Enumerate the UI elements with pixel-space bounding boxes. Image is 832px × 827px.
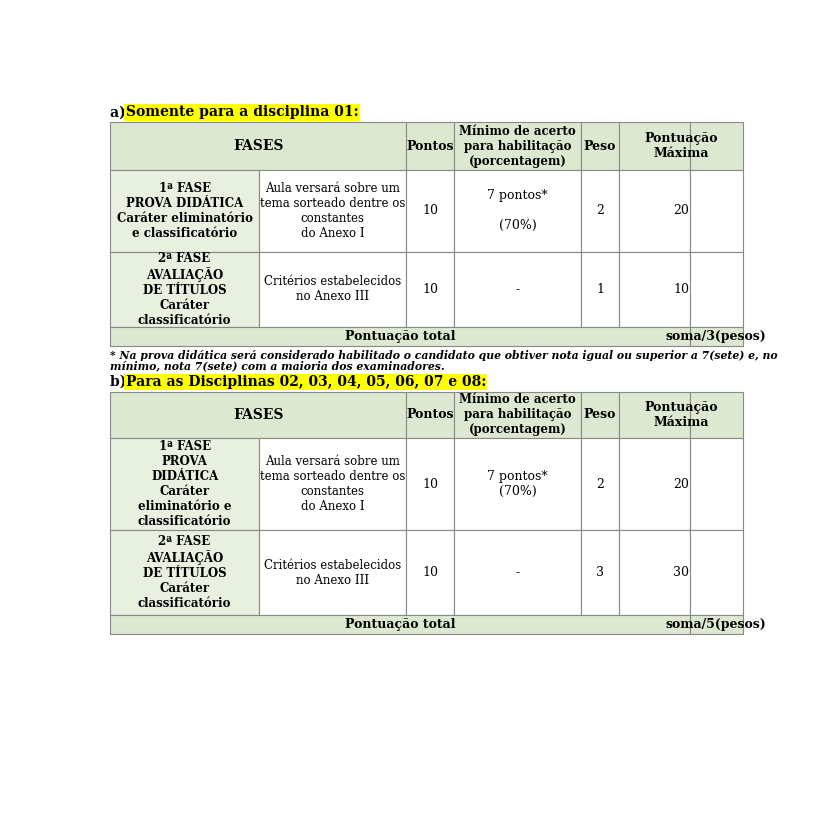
- Text: FASES: FASES: [233, 408, 284, 422]
- Text: 20: 20: [673, 204, 689, 218]
- Bar: [406, 251, 454, 327]
- Text: 1: 1: [596, 283, 604, 296]
- Text: Critérios estabelecidos
no Anexo III: Critérios estabelecidos no Anexo III: [264, 559, 401, 587]
- Text: Para as Disciplinas 02, 03, 04, 05, 06, 07 e 08:: Para as Disciplinas 02, 03, 04, 05, 06, …: [126, 375, 486, 389]
- Text: a): a): [110, 105, 131, 119]
- Bar: [690, 438, 743, 530]
- Bar: [690, 392, 743, 438]
- Bar: [581, 122, 619, 170]
- Bar: [690, 327, 743, 346]
- Bar: [406, 438, 454, 530]
- Bar: [690, 251, 743, 327]
- Bar: [581, 530, 619, 615]
- Text: Peso: Peso: [584, 409, 617, 422]
- Bar: [406, 122, 454, 170]
- Text: 10: 10: [423, 283, 438, 296]
- Text: Aula versará sobre um
tema sorteado dentre os
constantes
do Anexo I: Aula versará sobre um tema sorteado dent…: [260, 182, 405, 240]
- Text: Pontos: Pontos: [407, 140, 454, 153]
- Text: 1ª FASE
PROVA DIDÁTICA
Caráter eliminatório
e classificatório: 1ª FASE PROVA DIDÁTICA Caráter eliminató…: [116, 182, 253, 240]
- Bar: [581, 170, 619, 251]
- Text: -: -: [515, 283, 519, 296]
- Bar: [581, 251, 619, 327]
- Text: Mínimo de acerto
para habilitação
(porcentagem): Mínimo de acerto para habilitação (porce…: [459, 125, 576, 168]
- Text: 30: 30: [673, 566, 689, 579]
- Bar: [406, 392, 454, 438]
- Bar: [581, 392, 619, 438]
- Text: 7 pontos*

(70%): 7 pontos* (70%): [488, 189, 547, 232]
- Text: Pontuação total: Pontuação total: [344, 330, 455, 343]
- Text: 7 pontos*
(70%): 7 pontos* (70%): [488, 471, 547, 498]
- Bar: [619, 122, 690, 170]
- Bar: [259, 438, 406, 530]
- Text: 1ª FASE
PROVA
DIDÁTICA
Caráter
eliminatório e
classificatório: 1ª FASE PROVA DIDÁTICA Caráter eliminató…: [138, 440, 231, 528]
- Bar: [406, 170, 454, 251]
- Bar: [690, 170, 743, 251]
- Bar: [110, 438, 259, 530]
- Bar: [619, 170, 690, 251]
- Bar: [454, 438, 581, 530]
- Text: 2ª FASE
AVALIAÇÃO
DE TÍTULOS
Caráter
classificatório: 2ª FASE AVALIAÇÃO DE TÍTULOS Caráter cla…: [138, 535, 231, 610]
- Bar: [110, 615, 690, 633]
- Text: Pontuação
Máxima: Pontuação Máxima: [644, 132, 718, 160]
- Text: Mínimo de acerto
para habilitação
(porcentagem): Mínimo de acerto para habilitação (porce…: [459, 394, 576, 437]
- Text: Pontuação total: Pontuação total: [344, 618, 455, 631]
- Text: soma/3(pesos): soma/3(pesos): [666, 330, 766, 343]
- Text: -: -: [515, 566, 519, 579]
- Text: 2: 2: [596, 478, 604, 490]
- Text: 2ª FASE
AVALIAÇÃO
DE TÍTULOS
Caráter
classificatório: 2ª FASE AVALIAÇÃO DE TÍTULOS Caráter cla…: [138, 251, 231, 327]
- Bar: [259, 251, 406, 327]
- Bar: [110, 392, 406, 438]
- Text: 20: 20: [673, 478, 689, 490]
- Text: FASES: FASES: [233, 139, 284, 153]
- Text: Somente para a disciplina 01:: Somente para a disciplina 01:: [126, 105, 359, 119]
- Bar: [454, 392, 581, 438]
- Bar: [259, 530, 406, 615]
- Text: 10: 10: [673, 283, 689, 296]
- Bar: [259, 170, 406, 251]
- Bar: [110, 251, 259, 327]
- Text: 10: 10: [423, 204, 438, 218]
- Text: Pontos: Pontos: [407, 409, 454, 422]
- Bar: [690, 122, 743, 170]
- Bar: [454, 170, 581, 251]
- Text: 10: 10: [423, 566, 438, 579]
- Text: b): b): [110, 375, 131, 389]
- Text: mínimo, nota 7(sete) com a maioria dos examinadores.: mínimo, nota 7(sete) com a maioria dos e…: [110, 361, 445, 371]
- Bar: [454, 251, 581, 327]
- Text: * Na prova didática será considerado habilitado o candidato que obtiver nota igu: * Na prova didática será considerado hab…: [110, 351, 778, 361]
- Bar: [619, 251, 690, 327]
- Bar: [619, 438, 690, 530]
- Text: 2: 2: [596, 204, 604, 218]
- Bar: [619, 392, 690, 438]
- Bar: [454, 122, 581, 170]
- Bar: [581, 438, 619, 530]
- Text: Critérios estabelecidos
no Anexo III: Critérios estabelecidos no Anexo III: [264, 275, 401, 304]
- Bar: [110, 530, 259, 615]
- Text: Aula versará sobre um
tema sorteado dentre os
constantes
do Anexo I: Aula versará sobre um tema sorteado dent…: [260, 455, 405, 514]
- Text: 3: 3: [596, 566, 604, 579]
- Text: 10: 10: [423, 478, 438, 490]
- Bar: [406, 530, 454, 615]
- Bar: [690, 530, 743, 615]
- Bar: [619, 530, 690, 615]
- Bar: [110, 122, 406, 170]
- Text: soma/5(pesos): soma/5(pesos): [666, 618, 766, 631]
- Text: Peso: Peso: [584, 140, 617, 153]
- Bar: [110, 170, 259, 251]
- Bar: [110, 327, 690, 346]
- Text: Pontuação
Máxima: Pontuação Máxima: [644, 401, 718, 429]
- Bar: [690, 615, 743, 633]
- Bar: [454, 530, 581, 615]
